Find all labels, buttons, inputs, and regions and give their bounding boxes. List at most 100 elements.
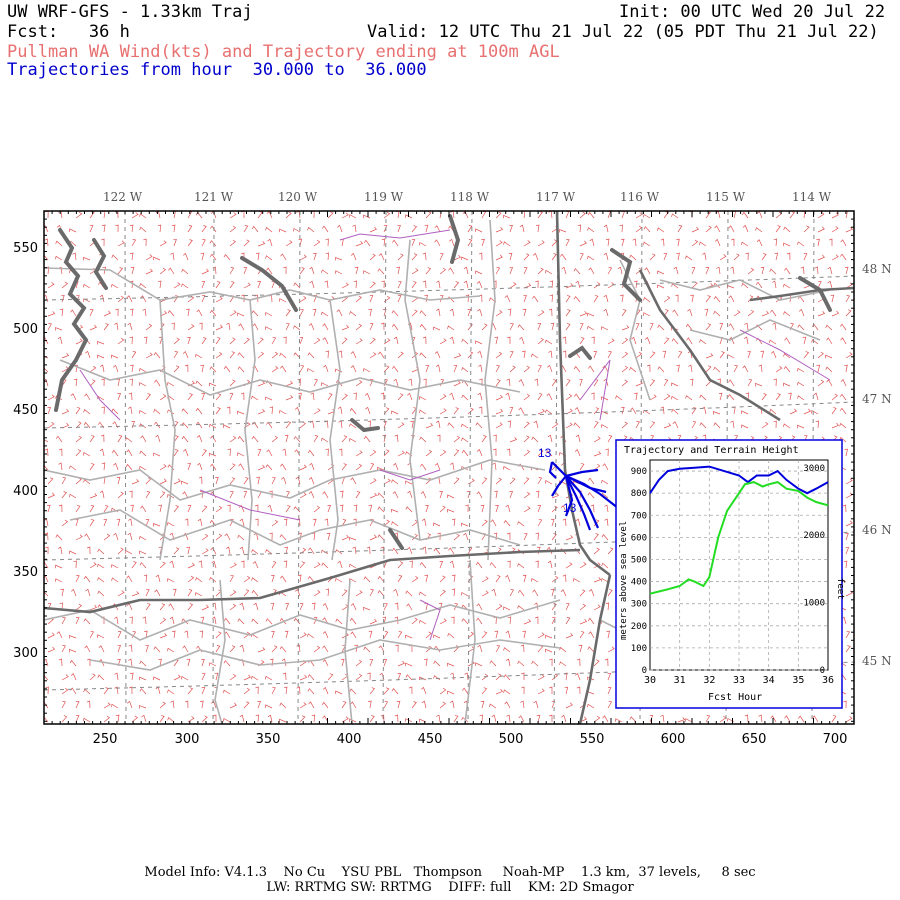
wind-barb <box>125 550 133 555</box>
wind-barb <box>266 267 273 275</box>
wind-barb <box>817 351 824 359</box>
wind-barb <box>75 534 83 541</box>
wind-barb <box>61 352 70 359</box>
wind-barb <box>827 266 833 275</box>
wind-barb <box>145 393 151 401</box>
wind-barb <box>55 435 63 443</box>
wind-barb <box>730 420 735 429</box>
wind-barb <box>159 632 168 639</box>
wind-barb <box>691 239 699 247</box>
wind-barb <box>355 240 364 247</box>
wind-barb <box>348 214 357 219</box>
wind-barb <box>548 308 553 317</box>
wind-barb <box>447 422 455 429</box>
wind-barb <box>321 382 329 387</box>
wind-barb <box>433 522 441 527</box>
wind-barb <box>579 337 585 345</box>
wind-barb <box>97 577 105 583</box>
wind-barb <box>812 715 819 723</box>
wind-barb <box>397 280 402 289</box>
wind-barb <box>798 715 805 723</box>
wind-barb <box>116 518 121 527</box>
wind-barb <box>350 365 357 373</box>
wind-barb <box>251 435 259 443</box>
wind-barb <box>313 616 318 625</box>
wind-barb <box>476 448 483 457</box>
wind-barb <box>138 705 147 709</box>
wind-barb <box>405 674 413 681</box>
wind-barb <box>632 238 637 247</box>
wind-barb <box>47 632 55 639</box>
wind-barb <box>453 353 462 359</box>
wind-barb <box>335 270 343 275</box>
wind-barb <box>744 322 749 331</box>
wind-barb <box>201 659 205 667</box>
wind-barb <box>574 672 581 681</box>
wind-barb <box>481 519 488 527</box>
lon-label: 115 W <box>706 190 746 204</box>
wind-barb <box>506 378 511 387</box>
wind-barb <box>644 267 651 275</box>
wind-barb <box>549 294 553 303</box>
wind-barb <box>732 211 737 219</box>
wind-barb <box>195 577 203 583</box>
wind-barb <box>341 463 347 471</box>
wind-barb <box>349 617 357 625</box>
wind-barb <box>299 421 306 429</box>
wind-barb <box>411 519 419 527</box>
wind-barb <box>573 268 581 275</box>
wind-barb <box>350 631 357 639</box>
wind-barb <box>502 214 511 219</box>
wind-barb <box>167 717 175 723</box>
wind-barb <box>55 240 63 247</box>
wind-barb <box>421 700 427 709</box>
wind-barb <box>363 239 371 247</box>
wind-barb <box>383 519 390 527</box>
wind-barb <box>308 547 315 555</box>
wind-barb <box>113 462 119 471</box>
wind-barb <box>713 410 721 415</box>
grid-y-tick: 550 <box>13 241 38 256</box>
wind-barb <box>602 715 609 723</box>
wind-barb <box>113 532 119 541</box>
wind-barb <box>75 505 81 513</box>
wind-barb <box>69 648 77 653</box>
wind-barb <box>229 310 237 317</box>
wind-barb <box>153 408 161 415</box>
wind-barb <box>125 437 133 443</box>
wind-barb <box>621 421 628 429</box>
wind-barb <box>362 270 371 275</box>
wind-barb <box>155 434 161 443</box>
wind-barb <box>797 324 805 331</box>
wind-barb <box>422 252 427 261</box>
wind-barb <box>593 451 602 457</box>
wind-barb <box>284 630 289 639</box>
wind-barb <box>551 700 556 709</box>
wind-barb <box>620 294 624 303</box>
wind-barb <box>89 211 95 219</box>
wind-barb <box>61 645 66 653</box>
wind-barb <box>173 674 181 681</box>
wind-barb <box>382 308 387 317</box>
wind-barb <box>57 546 63 555</box>
wind-barb <box>481 435 487 443</box>
wind-barb <box>383 211 391 219</box>
wind-barb <box>803 252 808 261</box>
wind-barb <box>155 686 161 695</box>
wind-barb <box>574 407 581 415</box>
wind-barb <box>409 560 413 569</box>
wind-barb <box>110 564 119 569</box>
wind-barb <box>797 295 805 303</box>
wind-barb <box>660 714 665 723</box>
wind-barb <box>70 309 77 317</box>
wind-barb <box>141 714 147 723</box>
wind-barb <box>535 532 539 541</box>
wind-barb <box>397 294 402 303</box>
wind-barb <box>421 518 427 527</box>
wind-barb <box>719 351 725 359</box>
wind-barb <box>116 378 120 387</box>
wind-barb <box>532 295 539 303</box>
lon-label: 121 W <box>194 190 234 204</box>
wind-barb <box>229 267 235 275</box>
wind-barb <box>593 604 601 611</box>
